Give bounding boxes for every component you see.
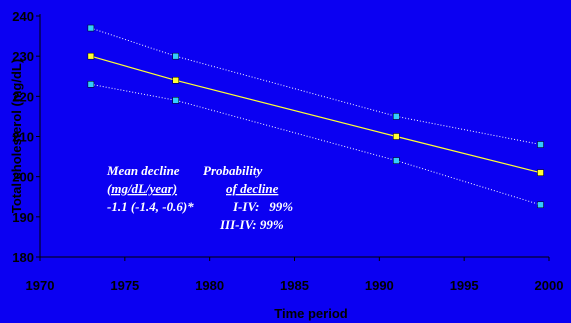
x-tick-label: 1980 — [195, 278, 224, 293]
x-tick-label: 1995 — [450, 278, 479, 293]
annotation-prob-i-iv: I-IV: 99% — [232, 199, 293, 214]
y-tick-label: 190 — [12, 210, 34, 225]
data-point-lower — [537, 201, 544, 209]
x-tick-label: 1985 — [280, 278, 309, 293]
x-axis: 1970 1975 1980 1985 1990 1995 2000 — [26, 256, 564, 293]
y-tick-label: 230 — [12, 49, 34, 64]
y-tick-label: 210 — [12, 130, 34, 145]
x-tick-label: 2000 — [535, 278, 564, 293]
data-point-upper — [87, 24, 95, 32]
data-point-upper — [537, 141, 544, 148]
y-axis: 180 190 200 210 220 230 240 — [12, 9, 41, 265]
data-point-mean — [87, 52, 95, 60]
annotation-probability: Probability — [203, 163, 262, 178]
y-axis-title: Total cholesterol (mg/dL) — [9, 59, 24, 213]
series-layer — [87, 24, 544, 209]
data-point-lower — [172, 97, 179, 104]
y-tick-label: 240 — [12, 9, 34, 24]
series-line-lower — [90, 83, 541, 206]
annotation-prob-iii-iv: III-IV: 99% — [219, 217, 284, 232]
annotation-block: Mean decline Probability (mg/dL/year) of… — [106, 163, 293, 232]
data-point-upper — [172, 52, 179, 60]
x-axis-title: Time period — [274, 306, 348, 321]
y-tick-label: 180 — [12, 250, 34, 265]
x-tick-label: 1975 — [110, 278, 139, 293]
data-point-lower — [393, 157, 400, 164]
y-tick-label: 220 — [12, 89, 34, 104]
annotation-of-decline: of decline — [226, 181, 279, 196]
x-tick-label: 1990 — [365, 278, 394, 293]
data-point-mean — [172, 77, 179, 84]
series-line-mean — [90, 55, 541, 174]
y-tick-label: 200 — [12, 170, 34, 185]
data-point-mean — [537, 169, 544, 176]
annotation-units: (mg/dL/year) — [107, 181, 177, 196]
annotation-mean-decline: Mean decline — [106, 163, 180, 178]
x-tick-label: 1970 — [26, 278, 55, 293]
data-point-lower — [87, 81, 95, 88]
data-point-mean — [393, 133, 400, 140]
annotation-mean-value: -1.1 (-1.4, -0.6)* — [107, 199, 194, 214]
data-point-upper — [393, 113, 400, 120]
